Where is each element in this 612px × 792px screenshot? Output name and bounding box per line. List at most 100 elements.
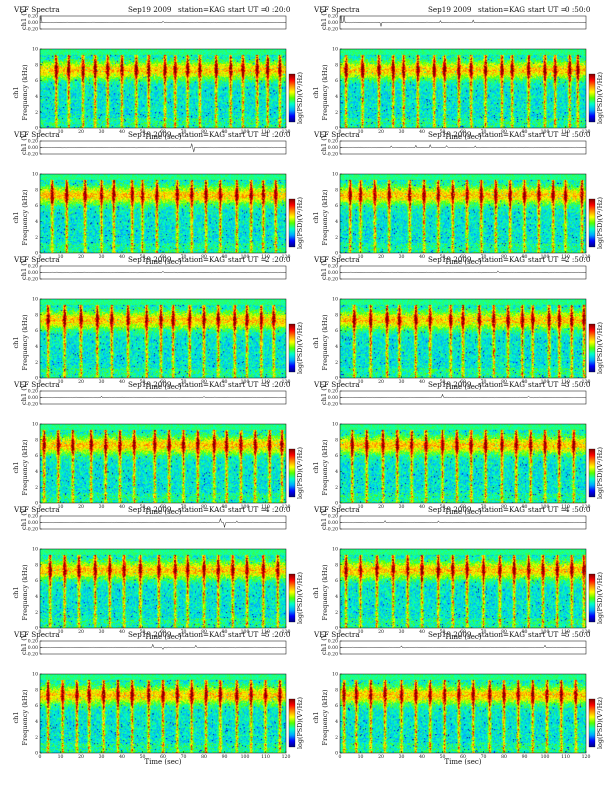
x-tick-label: 50 bbox=[440, 754, 446, 760]
spectrogram-panel: VLF Spectra Sep19 2009 station=KAG start UT… bbox=[0, 380, 306, 516]
x-tick-label: 60 bbox=[460, 129, 466, 135]
y-tick-label: 10 bbox=[32, 422, 38, 428]
x-tick-label: 110 bbox=[561, 129, 570, 135]
spectrogram-ylabel: Frequency (kHz) bbox=[321, 564, 329, 621]
x-tick-label: 120 bbox=[282, 504, 291, 510]
chart-title: VLF Spectra bbox=[313, 5, 360, 14]
colorbar-label: log(PSD)(V²/Hz) bbox=[296, 72, 304, 124]
chart-title: VLF Spectra bbox=[313, 505, 360, 514]
colorbar bbox=[288, 198, 296, 248]
start-prefix-label: start UT = bbox=[228, 255, 267, 264]
x-tick-label: 10 bbox=[58, 129, 64, 135]
x-tick-label: 10 bbox=[58, 504, 64, 510]
x-tick-label: 70 bbox=[181, 379, 187, 385]
x-tick-label: 20 bbox=[78, 129, 84, 135]
x-tick-label: 110 bbox=[261, 379, 270, 385]
x-tick-label: 30 bbox=[99, 629, 105, 635]
spectrogram-ylabel: Frequency (kHz) bbox=[21, 564, 29, 621]
spectrogram-svg: VLF Spectra Sep19 2009 station=KAG start UT… bbox=[12, 630, 304, 766]
spectrogram-ylabel-channel: ch1 bbox=[12, 336, 20, 348]
y-tick-label: 0 bbox=[335, 376, 338, 382]
date-label: Sep19 2009 bbox=[128, 505, 172, 514]
spectrogram-svg: VLF Spectra Sep19 2009 station=KAG start UT… bbox=[12, 5, 304, 141]
spectrogram-ylabel: Frequency (kHz) bbox=[21, 189, 29, 246]
colorbar bbox=[588, 698, 596, 748]
spectrogram-ylabel-channel: ch1 bbox=[12, 211, 20, 223]
x-tick-label: 20 bbox=[378, 504, 384, 510]
waveform-ylabel: ch1 (V) bbox=[320, 380, 328, 405]
x-tick-label: 70 bbox=[481, 504, 487, 510]
x-tick-label: 70 bbox=[481, 379, 487, 385]
x-tick-label: 90 bbox=[222, 504, 228, 510]
y-tick-label: 6 bbox=[335, 703, 338, 709]
y-tick-label: 0 bbox=[335, 626, 338, 632]
x-tick-label: 60 bbox=[460, 379, 466, 385]
colorbar-label: log(PSD)(V²/Hz) bbox=[596, 697, 604, 749]
x-tick-label: 10 bbox=[358, 379, 364, 385]
x-tick-label: 40 bbox=[119, 629, 125, 635]
x-tick-label: 120 bbox=[582, 754, 591, 760]
y-tick-label: 8 bbox=[335, 562, 338, 568]
x-tick-label: 110 bbox=[561, 754, 570, 760]
y-tick-label: 0 bbox=[35, 626, 38, 632]
x-tick-label: 50 bbox=[140, 379, 146, 385]
x-tick-label: 120 bbox=[282, 754, 291, 760]
spectrogram-image bbox=[340, 299, 586, 378]
colorbar bbox=[288, 323, 296, 373]
colorbar-label: log(PSD)(V²/Hz) bbox=[296, 447, 304, 499]
start-time-label: 3 :50:0 bbox=[565, 380, 591, 389]
spectrogram-ylabel-channel: ch1 bbox=[12, 711, 20, 723]
x-tick-label: 40 bbox=[419, 379, 425, 385]
y-tick-label: 2 bbox=[35, 360, 38, 366]
waveform-ylabel: ch1 (V) bbox=[20, 255, 28, 280]
colorbar-label: log(PSD)(V²/Hz) bbox=[596, 572, 604, 624]
station-label: station=KAG bbox=[478, 505, 525, 514]
x-tick-label: 80 bbox=[501, 254, 507, 260]
waveform-tick-label: 0.20 bbox=[28, 639, 38, 645]
waveform-tick-label: -0.20 bbox=[26, 152, 38, 158]
start-time-label: 2 :20:0 bbox=[265, 255, 291, 264]
chart-title: VLF Spectra bbox=[13, 380, 60, 389]
y-tick-label: 4 bbox=[335, 344, 338, 350]
date-label: Sep19 2009 bbox=[428, 505, 472, 514]
y-tick-label: 10 bbox=[32, 672, 38, 678]
waveform-line bbox=[339, 393, 587, 399]
y-tick-label: 4 bbox=[35, 594, 38, 600]
waveform-ylabel: ch1 (V) bbox=[20, 130, 28, 155]
x-tick-label: 0 bbox=[39, 129, 42, 135]
x-tick-label: 120 bbox=[582, 254, 591, 260]
waveform-tick-label: 0.20 bbox=[328, 139, 338, 145]
y-tick-label: 6 bbox=[35, 578, 38, 584]
spectrogram-panel: VLF Spectra Sep19 2009 station=KAG start UT… bbox=[0, 130, 306, 266]
waveform-tick-label: 0.20 bbox=[328, 639, 338, 645]
x-tick-label: 30 bbox=[399, 504, 405, 510]
y-tick-label: 8 bbox=[35, 187, 38, 193]
chart-title: VLF Spectra bbox=[13, 630, 60, 639]
x-axis-label: Time (sec) bbox=[144, 133, 181, 141]
spectrogram-image bbox=[340, 424, 586, 503]
y-tick-label: 6 bbox=[35, 453, 38, 459]
x-tick-label: 110 bbox=[561, 379, 570, 385]
spectrogram-image bbox=[40, 174, 286, 253]
date-label: Sep19 2009 bbox=[128, 630, 172, 639]
colorbar-label: log(PSD)(V²/Hz) bbox=[596, 322, 604, 374]
x-axis-label: Time (sec) bbox=[444, 508, 481, 516]
y-tick-label: 8 bbox=[335, 437, 338, 443]
x-tick-label: 50 bbox=[440, 254, 446, 260]
colorbar bbox=[588, 73, 596, 123]
waveform-tick-label: 0.00 bbox=[28, 645, 38, 651]
waveform-tick-label: -0.20 bbox=[26, 402, 38, 408]
chart-title: VLF Spectra bbox=[13, 5, 60, 14]
x-tick-label: 100 bbox=[541, 254, 550, 260]
start-prefix-label: start UT = bbox=[228, 380, 267, 389]
x-axis-label: Time (sec) bbox=[444, 258, 481, 266]
x-tick-label: 20 bbox=[378, 254, 384, 260]
y-tick-label: 2 bbox=[335, 735, 338, 741]
x-tick-label: 20 bbox=[78, 504, 84, 510]
spectrogram-panel: VLF Spectra Sep19 2009 station=KAG start UT… bbox=[300, 255, 606, 391]
x-tick-label: 20 bbox=[78, 629, 84, 635]
x-tick-label: 30 bbox=[399, 629, 405, 635]
waveform-tick-label: 0.20 bbox=[328, 389, 338, 395]
y-tick-label: 4 bbox=[35, 219, 38, 225]
